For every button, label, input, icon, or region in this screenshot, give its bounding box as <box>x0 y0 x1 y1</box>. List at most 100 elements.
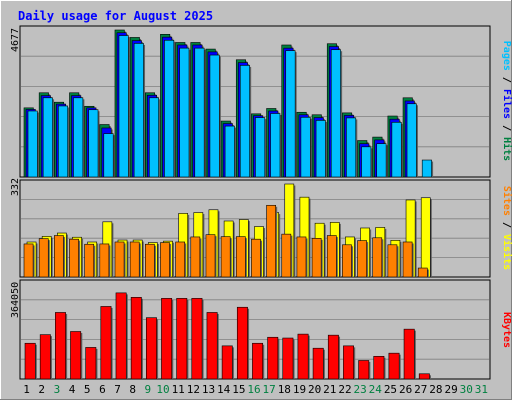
kbytes-bar <box>115 292 127 380</box>
sites-bar <box>54 235 64 278</box>
pages-bar <box>376 143 387 178</box>
sites-bar <box>175 241 186 278</box>
kbytes-bar <box>55 312 66 380</box>
x-axis-day-labels: 1 2 3 4 5 6 7 8 9 10 11 12 13 14 15 16 17 18 19 20 21 22 23 24 2… <box>23 383 488 396</box>
chart-title: Daily usage for August 2025 <box>18 9 213 23</box>
x-tick-label: 2 <box>38 383 45 396</box>
x-tick-label: 31 <box>475 383 488 396</box>
sites-bar <box>114 241 125 278</box>
kbytes-bar <box>388 352 400 380</box>
sites-bar <box>251 238 261 278</box>
kbytes-bar <box>206 312 218 380</box>
sites-bar <box>99 243 110 278</box>
pages-bar <box>361 146 372 178</box>
sites-bar <box>235 236 246 278</box>
sites-bar <box>326 235 337 278</box>
pages-bar <box>330 49 341 178</box>
sites-bar <box>357 240 367 278</box>
x-tick-label: 28 <box>429 383 442 396</box>
sites-bar <box>402 241 413 278</box>
pages-bar <box>209 54 220 178</box>
kbytes-bar <box>221 345 233 380</box>
sites-bar <box>311 238 322 278</box>
pages-bar <box>42 97 53 178</box>
kbytes-bar <box>252 342 264 380</box>
pages-bar <box>224 125 235 178</box>
x-tick-label: 20 <box>308 383 321 396</box>
sites-bar <box>23 243 34 278</box>
x-tick-label: 29 <box>444 383 457 396</box>
panel-1-ymax-label: 4677 <box>10 28 21 52</box>
kbytes-bar <box>312 347 324 380</box>
x-tick-label: 10 <box>156 383 169 396</box>
sites-bar <box>281 233 292 278</box>
visits-bar <box>420 197 431 278</box>
kbytes-bar <box>100 306 112 380</box>
kbytes-bar <box>145 317 157 380</box>
sites-bar <box>342 244 352 278</box>
pages-bar <box>315 120 326 178</box>
kbytes-bar <box>191 298 203 380</box>
x-tick-label: 23 <box>354 383 367 396</box>
x-tick-label: 21 <box>323 383 336 396</box>
pages-bar <box>148 97 159 178</box>
kbytes-bar <box>70 331 82 380</box>
kbytes-bar <box>161 298 173 380</box>
sites-bar <box>296 236 307 278</box>
kbytes-bar <box>297 333 309 380</box>
kbytes-bar <box>130 297 142 380</box>
pages-bar <box>103 133 114 178</box>
panel-kbytes: 364050 KBytes <box>10 279 512 380</box>
panel-2-bars <box>23 183 432 278</box>
x-tick-label: 5 <box>84 383 91 396</box>
kbytes-bar <box>343 345 354 380</box>
pages-bar <box>255 117 266 178</box>
pages-bar <box>270 113 281 178</box>
x-tick-label: 25 <box>384 383 397 396</box>
sites-bar <box>387 244 398 278</box>
panel-3-axis-title: KBytes <box>501 312 512 348</box>
kbytes-bar <box>418 373 430 380</box>
sites-bar <box>160 242 170 278</box>
pages-bar <box>58 105 69 178</box>
kbytes-bar <box>327 334 339 380</box>
sites-bar <box>144 243 155 278</box>
kbytes-bar <box>267 336 279 380</box>
kbytes-bar <box>358 360 370 380</box>
pages-bar <box>118 35 129 178</box>
panel-3-bars <box>24 292 432 380</box>
pages-bar <box>164 39 175 178</box>
x-tick-label: 3 <box>54 383 61 396</box>
panel-2-ymax-label: 332 <box>10 178 21 196</box>
x-tick-label: 24 <box>369 383 383 396</box>
x-tick-label: 11 <box>172 383 185 396</box>
kbytes-bar <box>282 337 294 380</box>
sites-bar <box>220 236 231 278</box>
x-tick-label: 12 <box>187 383 200 396</box>
pages-bar <box>285 50 296 178</box>
sites-bar <box>129 241 140 278</box>
x-tick-label: 18 <box>278 383 291 396</box>
pages-bar <box>239 65 250 178</box>
pages-bar <box>300 116 311 178</box>
panel-1-axis-title: Pages / Files / Hits <box>501 41 512 161</box>
x-tick-label: 4 <box>69 383 76 396</box>
kbytes-bar <box>236 306 248 380</box>
kbytes-bar <box>24 342 36 380</box>
pages-bar <box>88 109 99 178</box>
x-tick-label: 15 <box>232 383 245 396</box>
x-tick-label: 1 <box>23 383 30 396</box>
kbytes-bar <box>39 334 51 380</box>
pages-bar <box>133 43 144 178</box>
x-tick-label: 6 <box>99 383 106 396</box>
panel-pages-files-hits: 4677 Pages / Files / Hits <box>10 25 512 178</box>
sites-bar <box>84 243 95 278</box>
sites-bar <box>205 234 216 278</box>
x-tick-label: 9 <box>145 383 152 396</box>
x-tick-label: 30 <box>460 383 473 396</box>
x-tick-label: 13 <box>202 383 215 396</box>
sites-bar <box>372 237 383 278</box>
sites-bar <box>266 204 276 278</box>
